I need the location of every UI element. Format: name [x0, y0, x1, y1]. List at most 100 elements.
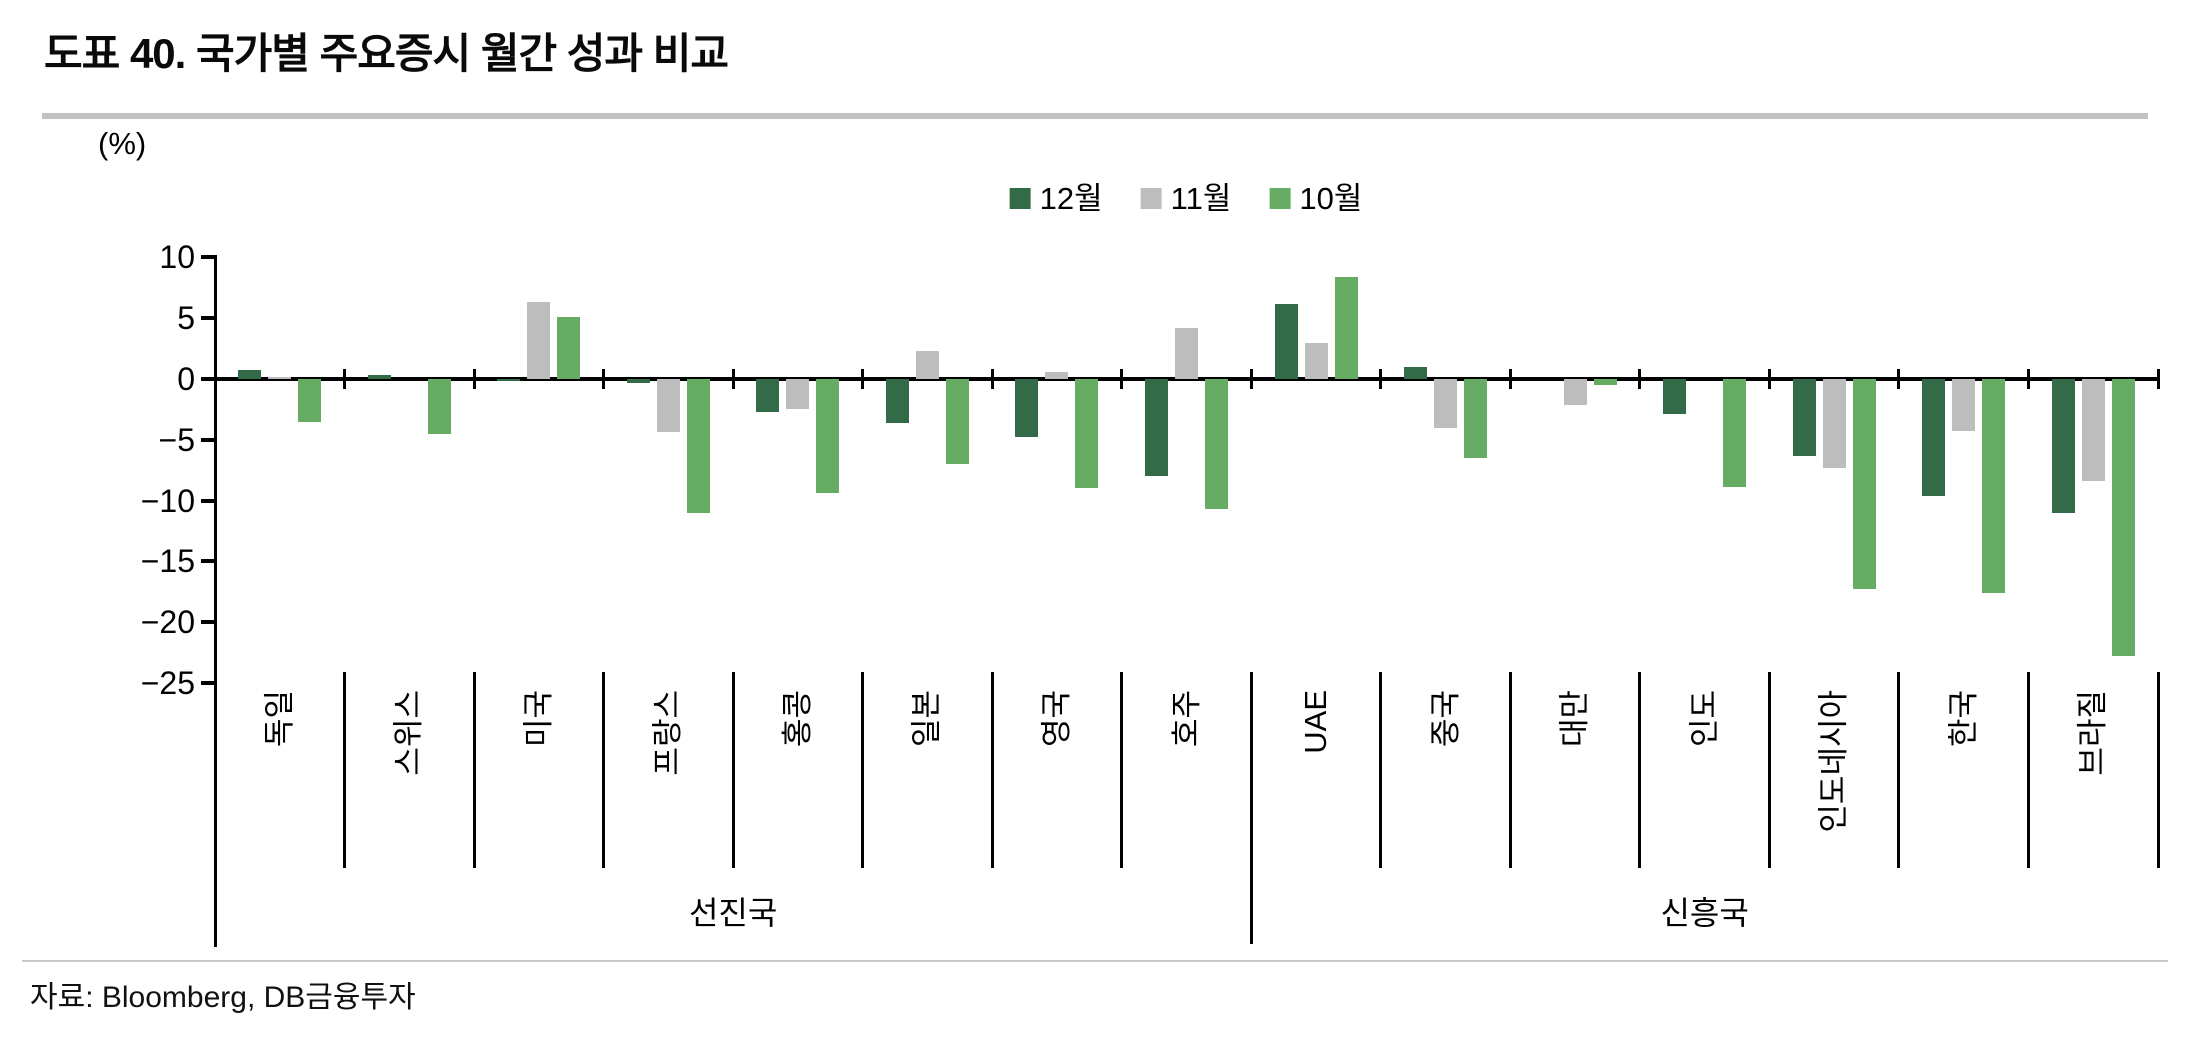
y-tick-mark	[201, 437, 215, 442]
bar-12월-홍콩	[756, 379, 780, 412]
legend-label: 12월	[1039, 181, 1103, 216]
category-label-한국: 한국	[1945, 690, 1981, 748]
group-boundary-divider	[1249, 672, 1253, 944]
category-divider	[1120, 672, 1124, 868]
category-label-인도: 인도	[1686, 690, 1722, 748]
bar-10월-인도	[1723, 379, 1747, 488]
legend-swatch-icon	[1140, 188, 1162, 209]
x-boundary-tick	[343, 369, 347, 389]
x-boundary-tick	[1249, 369, 1253, 389]
x-boundary-tick	[1508, 369, 1512, 389]
bar-12월-브라질	[2051, 379, 2075, 513]
legend-label: 11월	[1170, 181, 1232, 216]
bar-11월-미국	[527, 302, 551, 379]
y-axis-unit-label: (%)	[98, 126, 147, 161]
bar-11월-영국	[1045, 371, 1069, 379]
category-label-일본: 일본	[909, 690, 945, 748]
x-boundary-tick	[731, 369, 735, 389]
bar-11월-인도네시아	[1822, 379, 1846, 468]
y-tick-mark	[201, 498, 215, 503]
y-tick-mark	[201, 316, 215, 321]
x-boundary-tick	[1897, 369, 1901, 389]
category-divider	[1638, 672, 1642, 868]
category-divider	[1508, 672, 1512, 868]
bar-12월-UAE	[1274, 303, 1298, 379]
x-boundary-tick	[1120, 369, 1124, 389]
chart-legend: 12월 11월 10월	[1009, 181, 1362, 216]
y-tick-mark	[201, 255, 215, 260]
bar-10월-브라질	[2111, 379, 2135, 657]
y-tick-label: 5	[177, 300, 195, 337]
bar-10월-홍콩	[816, 379, 840, 494]
bar-12월-한국	[1922, 379, 1946, 496]
bar-11월-독일	[268, 376, 292, 379]
category-label-호주: 호주	[1168, 690, 1204, 748]
category-label-독일: 독일	[261, 690, 297, 748]
category-label-영국: 영국	[1038, 690, 1074, 748]
title-underline	[42, 113, 2148, 119]
bar-11월-UAE	[1304, 342, 1328, 379]
y-tick-mark	[201, 620, 215, 625]
category-label-홍콩: 홍콩	[779, 690, 815, 748]
bar-12월-영국	[1015, 379, 1039, 438]
bar-11월-중국	[1434, 379, 1458, 428]
x-boundary-tick	[1767, 369, 1771, 389]
bar-10월-한국	[1982, 379, 2006, 593]
x-boundary-tick	[1638, 369, 1642, 389]
y-axis-line	[214, 255, 217, 947]
bar-11월-홍콩	[786, 379, 810, 410]
bar-11월-대만	[1563, 379, 1587, 405]
group-label-선진국: 선진국	[688, 895, 778, 931]
bar-10월-호주	[1205, 379, 1228, 510]
bar-10월-프랑스	[686, 379, 710, 513]
category-divider	[1767, 672, 1771, 868]
category-divider	[2026, 672, 2030, 868]
category-label-프랑스: 프랑스	[650, 690, 686, 776]
source-note: 자료: Bloomberg, DB금융투자	[30, 981, 416, 1014]
bar-10월-스위스	[427, 379, 451, 434]
source-separator	[22, 960, 2168, 962]
legend-label: 10월	[1299, 181, 1363, 216]
bar-12월-호주	[1145, 379, 1168, 477]
bar-12월-인도네시아	[1792, 379, 1816, 456]
y-tick-label: −15	[140, 543, 195, 580]
category-label-브라질: 브라질	[2075, 690, 2111, 776]
x-axis-baseline	[215, 377, 2158, 381]
bar-12월-중국	[1404, 366, 1428, 379]
legend-swatch-icon	[1269, 188, 1291, 209]
bar-10월-미국	[557, 316, 581, 379]
category-divider	[602, 672, 606, 868]
y-tick-label: 0	[177, 361, 195, 397]
x-boundary-tick	[861, 369, 865, 389]
bar-11월-프랑스	[656, 379, 680, 433]
category-divider	[1897, 672, 1901, 868]
x-boundary-tick	[990, 369, 994, 389]
bar-12월-인도	[1663, 379, 1687, 415]
bar-10월-대만	[1593, 379, 1617, 386]
bar-10월-영국	[1075, 379, 1099, 489]
category-divider	[861, 672, 865, 868]
bar-12월-미국	[497, 379, 521, 382]
y-tick-mark	[201, 377, 215, 381]
bar-10월-독일	[298, 379, 322, 422]
y-tick-mark	[201, 559, 215, 564]
category-label-스위스: 스위스	[391, 690, 427, 776]
legend-item-10월: 10월	[1269, 183, 1362, 214]
bar-12월-일본	[885, 379, 909, 423]
category-divider	[2156, 672, 2160, 868]
x-boundary-tick	[1379, 369, 1383, 389]
x-boundary-tick	[2156, 369, 2160, 389]
bar-11월-브라질	[2081, 379, 2105, 482]
category-label-미국: 미국	[520, 690, 556, 748]
category-divider	[472, 672, 476, 868]
x-boundary-tick	[2026, 369, 2030, 389]
legend-item-11월: 11월	[1140, 181, 1232, 216]
bar-11월-일본	[915, 351, 939, 379]
y-tick-label: −20	[140, 604, 195, 641]
legend-item-12월: 12월	[1009, 181, 1103, 216]
group-label-신흥국: 신흥국	[1660, 895, 1749, 931]
y-tick-label: −10	[140, 482, 195, 519]
y-tick-label: −25	[140, 664, 195, 701]
category-divider	[731, 672, 735, 868]
